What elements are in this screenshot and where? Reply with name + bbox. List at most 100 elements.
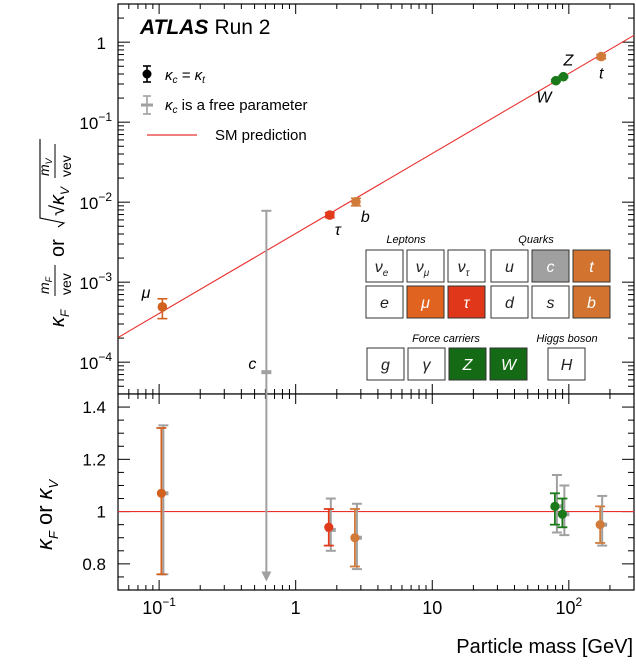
svg-text:s: s <box>547 295 555 312</box>
group-label-quarks: Quarks <box>518 234 554 246</box>
kappa-point-Z <box>557 497 568 529</box>
kappa-point-b <box>349 508 360 568</box>
svg-text:νe: νe <box>375 259 389 279</box>
svg-text:e: e <box>380 295 389 312</box>
svg-text:mV: mV <box>36 157 54 176</box>
particle-cell-force-carrier: γ <box>407 347 446 381</box>
bottom-panel: 10−1 1 10 102 0.8 1 1.2 1.4 κForκV Particle mas… <box>32 392 635 658</box>
svg-text:ντ: ντ <box>458 259 471 279</box>
particle-cell-lepton: μ <box>406 285 445 319</box>
data-point-μ: μ <box>141 285 168 320</box>
svg-text:vev: vev <box>58 273 74 295</box>
data-label-b: b <box>361 209 370 226</box>
data-point-b: b <box>350 197 370 226</box>
particle-cell-force-carrier: W <box>489 347 528 381</box>
top-axis-ticks: 10−4 10−3 10−2 10−1 1 <box>79 3 635 395</box>
y-tick-label: 1.4 <box>82 398 106 417</box>
data-label-μ: μ <box>141 285 151 302</box>
data-label-t: t <box>599 66 604 83</box>
legend-entry-sm: SM prediction <box>147 127 307 144</box>
svg-text:vev: vev <box>58 155 74 177</box>
data-label-Z: Z <box>562 53 574 70</box>
particle-cell-quark: b <box>572 285 611 319</box>
legend-label-kc-eq-kt: κc = κt <box>165 67 206 86</box>
data-label-c: c <box>248 356 256 373</box>
group-label-leptons: Leptons <box>386 234 426 246</box>
particle-cell-quark: u <box>490 249 529 283</box>
svg-text:τ: τ <box>464 295 471 312</box>
legend-label-sm: SM prediction <box>215 127 307 144</box>
y-tick-label: 1 <box>97 503 106 522</box>
svg-text:g: g <box>381 357 390 374</box>
particle-cell-quark: c <box>531 249 570 283</box>
legend-entry-kc-eq-kt: κc = κt <box>142 65 206 86</box>
particle-table: Leptons Quarks Force carriers Higgs boso… <box>365 234 611 381</box>
particle-cell-higgs: H <box>547 347 586 381</box>
bottom-data-points <box>156 392 608 582</box>
data-point-W: W <box>536 75 561 107</box>
y-tick-label: 10−2 <box>79 190 112 213</box>
sm-prediction-line <box>117 34 635 339</box>
kappa-point-t <box>595 505 606 544</box>
kappa-point-μ <box>156 427 167 576</box>
particle-cell-quark: d <box>490 285 529 319</box>
particle-table-cells: νe νμ ντ u c t e μ τ d s b g γ Z W H <box>365 249 611 381</box>
data-point-c: c <box>248 209 272 404</box>
svg-text:or: or <box>47 239 69 257</box>
group-label-force-carriers: Force carriers <box>412 333 480 345</box>
chart-title: ATLAS Run 2 <box>139 16 270 39</box>
legend-label-kc-free: κc is a free parameter <box>165 97 308 116</box>
x-axis-label: Particle mass [GeV] <box>456 636 633 658</box>
y-tick-label: 10−4 <box>79 350 112 373</box>
svg-text:νμ: νμ <box>416 259 430 279</box>
x-tick-label: 1 <box>291 598 301 618</box>
top-data-points: μ c τ b W Zt <box>141 51 607 404</box>
top-panel: 10−4 10−3 10−2 10−1 1 μ c τ b W Zt ATLAS Run 2 κc … <box>36 3 635 404</box>
svg-text:W: W <box>501 357 518 374</box>
sm-prediction <box>117 34 635 339</box>
particle-cell-quark: t <box>572 249 611 283</box>
svg-text:mF: mF <box>36 276 54 294</box>
legend-entry-kc-free: κc is a free parameter <box>141 95 308 116</box>
particle-cell-lepton: ντ <box>447 249 486 283</box>
particle-cell-lepton: τ <box>447 285 486 319</box>
svg-text:d: d <box>505 295 515 312</box>
svg-text:H: H <box>561 357 573 374</box>
x-tick-label: 10−1 <box>142 595 176 618</box>
particle-cell-lepton: e <box>365 285 404 319</box>
particle-cell-force-carrier: g <box>366 347 405 381</box>
free-parameter-point <box>261 392 272 582</box>
data-label-τ: τ <box>335 222 342 239</box>
svg-text:u: u <box>505 259 514 276</box>
top-y-axis-label: κF mF vev or √κV mV vev <box>36 139 74 327</box>
svg-text:μ: μ <box>420 295 430 312</box>
y-tick-label: 1.2 <box>82 450 106 469</box>
data-point-Z: Z <box>558 53 574 82</box>
data-point-τ: τ <box>324 210 342 239</box>
x-tick-label: 10 <box>422 598 442 618</box>
legend: κc = κt κc is a free parameter SM predic… <box>141 65 308 144</box>
particle-cell-lepton: νe <box>365 249 404 283</box>
bottom-plot-frame <box>117 393 635 591</box>
group-label-higgs-boson: Higgs boson <box>536 333 597 345</box>
svg-text:b: b <box>587 295 596 312</box>
particle-cell-quark: s <box>531 285 570 319</box>
kappa-point-W <box>549 492 560 526</box>
y-tick-label: 10−1 <box>79 110 112 133</box>
svg-text:√κV: √κV <box>47 186 72 216</box>
x-tick-label: 102 <box>555 595 582 618</box>
bottom-y-axis-label: κForκV <box>32 478 61 550</box>
particle-cell-force-carrier: Z <box>448 347 487 381</box>
svg-text:κF: κF <box>47 309 72 327</box>
top-plot-frame <box>117 3 635 395</box>
svg-text:c: c <box>547 259 555 276</box>
data-point-t: t <box>596 51 607 83</box>
svg-text:Z: Z <box>462 357 474 374</box>
data-label-W: W <box>536 90 553 107</box>
particle-cell-lepton: νμ <box>406 249 445 283</box>
y-tick-label: 10−3 <box>79 270 112 293</box>
kappa-point-τ <box>323 508 334 547</box>
svg-text:γ: γ <box>423 357 432 374</box>
y-tick-label: 0.8 <box>82 555 106 574</box>
